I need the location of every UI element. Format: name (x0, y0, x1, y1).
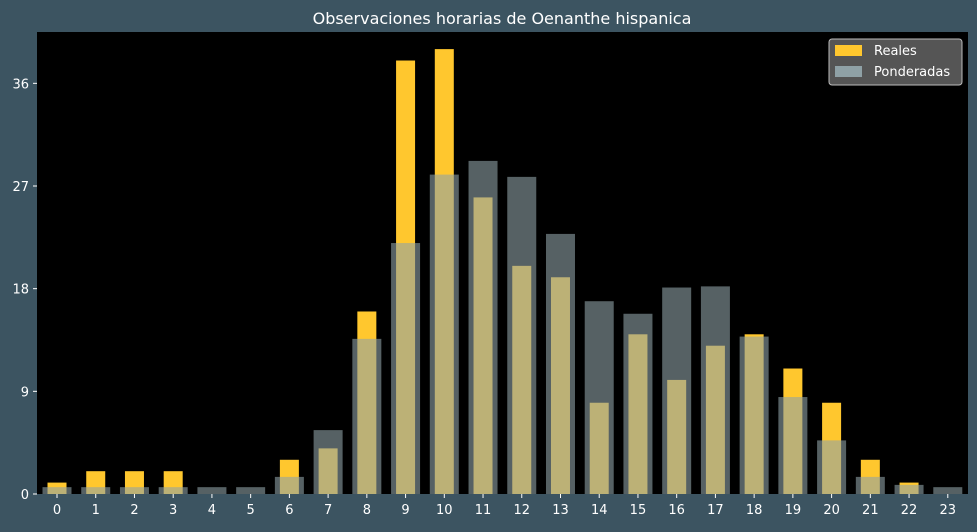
bar-ponderadas-23 (933, 487, 963, 494)
bar-ponderadas-1 (81, 487, 111, 494)
bar-ponderadas-22 (894, 484, 924, 494)
y-tick-label: 36 (12, 77, 29, 92)
x-tick-label: 12 (513, 503, 530, 518)
bar-ponderadas-15 (623, 313, 653, 494)
x-tick-label: 4 (208, 503, 216, 518)
x-tick-label: 16 (668, 503, 685, 518)
x-tick-label: 1 (92, 503, 100, 518)
plot-area (37, 32, 968, 494)
bar-ponderadas-6 (274, 476, 304, 494)
legend-label-ponderadas: Ponderadas (874, 65, 950, 80)
x-tick-label: 15 (630, 503, 647, 518)
legend-swatch-reales (835, 45, 862, 56)
x-tick-label: 2 (130, 503, 138, 518)
x-tick-label: 21 (862, 503, 879, 518)
x-tick-label: 11 (475, 503, 492, 518)
bar-ponderadas-11 (468, 160, 498, 495)
bar-ponderadas-18 (739, 336, 769, 494)
bar-ponderadas-9 (391, 243, 421, 494)
x-tick-label: 8 (363, 503, 371, 518)
legend-box (828, 38, 963, 86)
x-tick-label: 20 (823, 503, 840, 518)
bar-ponderadas-0 (42, 487, 72, 494)
bar-ponderadas-10 (429, 174, 459, 494)
axes: 0 1 2 3 4 5 6 7 8 9 10 11 12 13 14 15 16 17 18 19 20 21 22 2309… (12, 77, 956, 518)
x-tick-label: 10 (436, 503, 453, 518)
bar-ponderadas-3 (158, 487, 188, 494)
x-tick-label: 22 (901, 503, 918, 518)
x-tick-label: 6 (285, 503, 293, 518)
series-ponderadas (42, 160, 963, 495)
legend: Reales Ponderadas (828, 38, 963, 86)
bar-ponderadas-5 (236, 487, 266, 494)
x-tick-label: 7 (324, 503, 332, 518)
y-tick-label: 0 (21, 488, 29, 503)
x-tick-label: 14 (591, 503, 608, 518)
x-tick-label: 9 (401, 503, 409, 518)
y-tick-label: 27 (12, 180, 29, 195)
x-tick-label: 18 (746, 503, 763, 518)
bar-ponderadas-13 (545, 233, 575, 494)
bar-ponderadas-2 (119, 487, 149, 494)
y-tick-label: 18 (12, 283, 29, 298)
bar-ponderadas-17 (700, 286, 730, 494)
y-tick-label: 9 (21, 385, 29, 400)
bar-ponderadas-16 (662, 287, 692, 494)
bar-ponderadas-8 (352, 338, 382, 494)
bar-ponderadas-7 (313, 430, 343, 494)
x-tick-label: 3 (169, 503, 177, 518)
chart-title: Observaciones horarias de Oenanthe hispa… (313, 9, 692, 28)
x-tick-label: 19 (785, 503, 802, 518)
bar-ponderadas-21 (855, 476, 885, 494)
x-tick-label: 23 (940, 503, 957, 518)
bar-ponderadas-4 (197, 487, 227, 494)
x-tick-label: 13 (552, 503, 569, 518)
bar-ponderadas-14 (584, 301, 614, 494)
bar-ponderadas-19 (778, 397, 808, 494)
x-tick-label: 0 (53, 503, 61, 518)
x-tick-label: 17 (707, 503, 724, 518)
legend-label-reales: Reales (874, 44, 917, 59)
x-tick-label: 5 (247, 503, 255, 518)
legend-swatch-ponderadas (835, 66, 862, 77)
bar-ponderadas-12 (507, 176, 537, 494)
bar-ponderadas-20 (817, 440, 847, 494)
